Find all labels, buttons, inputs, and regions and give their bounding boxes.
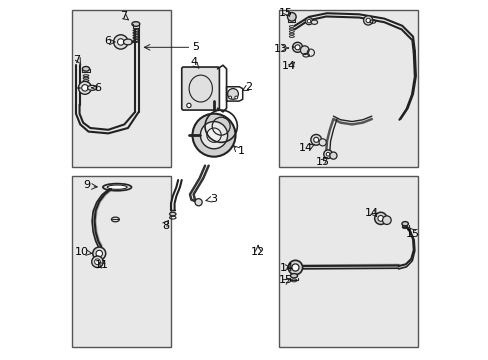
Text: 6: 6	[104, 36, 111, 46]
Bar	[278, 10, 418, 167]
Ellipse shape	[87, 85, 96, 90]
Circle shape	[323, 150, 332, 158]
Text: 9: 9	[83, 180, 90, 190]
Text: 15: 15	[278, 8, 292, 18]
Circle shape	[195, 199, 202, 206]
Ellipse shape	[227, 89, 238, 99]
Text: 15: 15	[315, 157, 329, 167]
Circle shape	[287, 13, 296, 21]
Text: 15: 15	[279, 275, 292, 285]
Circle shape	[329, 152, 336, 159]
Circle shape	[300, 46, 308, 54]
Circle shape	[310, 134, 321, 145]
Circle shape	[200, 122, 227, 149]
Text: 14: 14	[364, 208, 378, 218]
Text: 10: 10	[75, 247, 89, 257]
Circle shape	[305, 18, 312, 25]
Circle shape	[319, 139, 325, 146]
Text: 14: 14	[282, 61, 296, 71]
Circle shape	[313, 137, 318, 142]
Ellipse shape	[82, 67, 89, 71]
Bar	[278, 176, 418, 347]
Circle shape	[366, 18, 369, 23]
Circle shape	[287, 260, 302, 275]
Circle shape	[113, 35, 128, 49]
Ellipse shape	[310, 20, 317, 24]
Text: 1: 1	[237, 146, 244, 156]
Circle shape	[117, 39, 124, 45]
Circle shape	[81, 85, 88, 91]
Circle shape	[192, 114, 235, 157]
Text: 12: 12	[250, 247, 264, 257]
Circle shape	[94, 259, 100, 265]
Circle shape	[206, 128, 221, 142]
Ellipse shape	[169, 212, 176, 216]
Circle shape	[96, 250, 102, 257]
Text: 11: 11	[95, 260, 109, 270]
Text: 7: 7	[73, 54, 80, 64]
Ellipse shape	[102, 184, 131, 191]
Circle shape	[374, 212, 386, 225]
Text: 2: 2	[245, 82, 252, 92]
Circle shape	[93, 247, 105, 260]
Circle shape	[291, 264, 298, 271]
Circle shape	[228, 96, 231, 99]
Circle shape	[292, 42, 302, 52]
Bar	[72, 10, 171, 167]
Circle shape	[363, 16, 372, 25]
Circle shape	[92, 256, 103, 267]
Ellipse shape	[132, 22, 140, 26]
Text: 14: 14	[279, 262, 293, 273]
Circle shape	[78, 81, 91, 94]
Circle shape	[234, 96, 237, 99]
Ellipse shape	[123, 39, 132, 45]
Ellipse shape	[290, 274, 297, 278]
Ellipse shape	[111, 217, 119, 222]
Text: 6: 6	[94, 83, 101, 93]
Circle shape	[382, 216, 390, 225]
Ellipse shape	[401, 222, 407, 226]
Circle shape	[186, 103, 191, 108]
Text: 4: 4	[190, 57, 198, 67]
Bar	[72, 176, 171, 347]
Circle shape	[294, 45, 300, 50]
Text: 3: 3	[210, 194, 217, 204]
Text: 15: 15	[405, 229, 419, 239]
Circle shape	[325, 152, 329, 156]
Text: 13: 13	[273, 44, 287, 54]
Ellipse shape	[107, 185, 127, 189]
Text: 7: 7	[120, 11, 126, 21]
Text: 14: 14	[299, 143, 313, 153]
Text: 8: 8	[162, 221, 169, 231]
Text: 5: 5	[192, 42, 199, 52]
Circle shape	[306, 19, 310, 23]
FancyBboxPatch shape	[182, 67, 219, 110]
Circle shape	[377, 216, 383, 221]
